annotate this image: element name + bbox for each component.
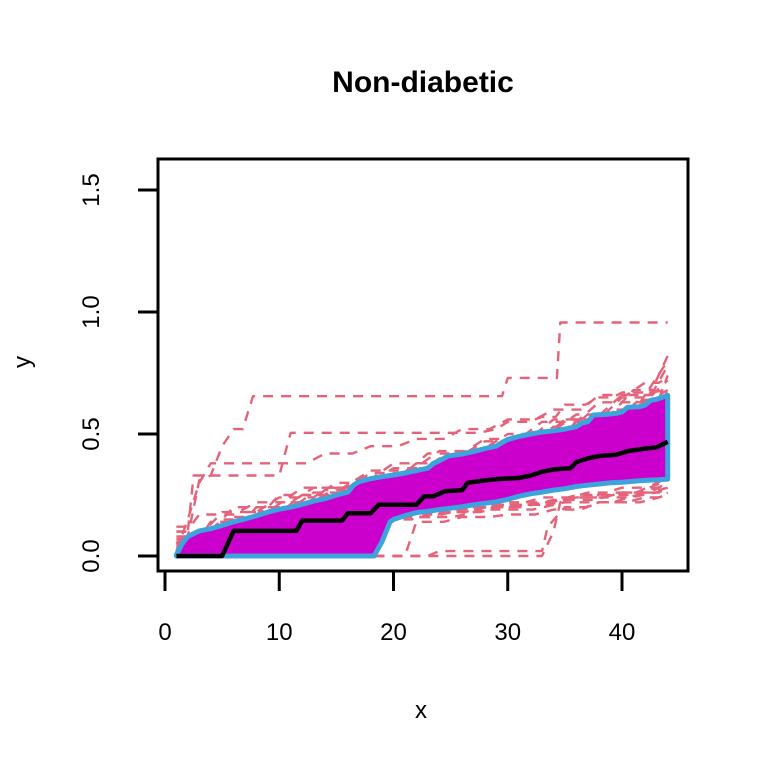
plot-box <box>156 157 690 573</box>
x-axis-tick-label: 40 <box>609 619 636 646</box>
x-axis-title: x <box>415 697 427 724</box>
trajectory-dashed-line <box>176 486 669 558</box>
x-axis-tick-label: 10 <box>266 619 293 646</box>
y-axis-tick-label: 0.0 <box>78 539 105 572</box>
y-axis-title: y <box>9 356 36 368</box>
y-axis-tick-label: 1.5 <box>78 173 105 206</box>
central-band-polygon <box>173 392 671 559</box>
y-axis-tick-label: 1.0 <box>78 295 105 328</box>
y-axis-tick-label: 0.5 <box>78 417 105 450</box>
page-title: Non-diabetic <box>332 66 514 99</box>
trajectory-dashed-line <box>175 321 668 557</box>
trajectory-dashed-line <box>175 376 669 552</box>
trajectory-dashed-line <box>176 355 669 541</box>
trajectory-dashed-line <box>176 491 669 558</box>
x-axis-tick-label: 0 <box>158 619 171 646</box>
central-median-line <box>176 439 669 559</box>
trajectory-dashed-line <box>176 365 669 533</box>
trajectory-dashed-line <box>176 479 669 555</box>
x-axis-tick-label: 30 <box>494 619 521 646</box>
x-axis-tick-label: 20 <box>380 619 407 646</box>
